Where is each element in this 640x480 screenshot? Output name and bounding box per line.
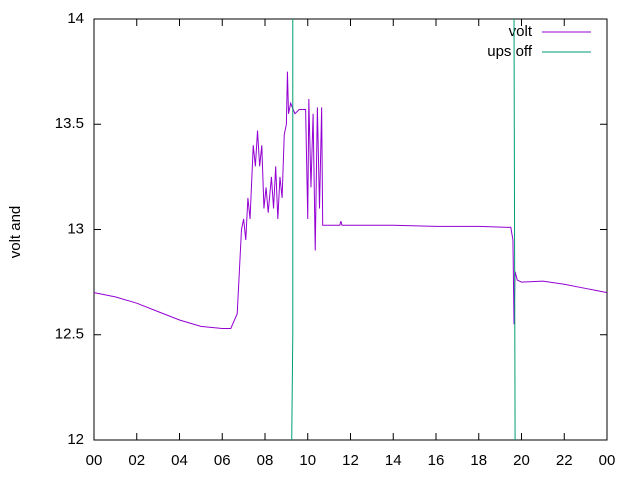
y-tick-label: 13.5	[55, 115, 84, 132]
x-tick-label: 18	[470, 452, 487, 469]
x-tick-label: 00	[86, 452, 103, 469]
x-tick-label: 08	[257, 452, 274, 469]
x-tick-label: 00	[599, 452, 616, 469]
x-tick-label: 04	[171, 452, 188, 469]
x-tick-label: 16	[428, 452, 445, 469]
y-tick-label: 14	[67, 10, 84, 27]
series-line	[93, 71, 608, 329]
x-tick-label: 10	[299, 452, 316, 469]
series-line	[291, 18, 516, 441]
legend-label: volt	[509, 23, 533, 40]
x-tick-label: 22	[556, 452, 573, 469]
plot-border	[93, 18, 608, 441]
y-tick-label: 12	[67, 431, 84, 448]
y-tick-label: 12.5	[55, 326, 84, 343]
x-tick-label: 12	[342, 452, 359, 469]
x-tick-label: 14	[385, 452, 402, 469]
y-axis-label: volt and	[7, 206, 24, 259]
y-tick-label: 13	[67, 220, 84, 237]
legend-label: ups off	[487, 43, 533, 60]
x-tick-label: 06	[214, 452, 231, 469]
x-tick-label: 02	[128, 452, 145, 469]
x-tick-label: 20	[513, 452, 530, 469]
